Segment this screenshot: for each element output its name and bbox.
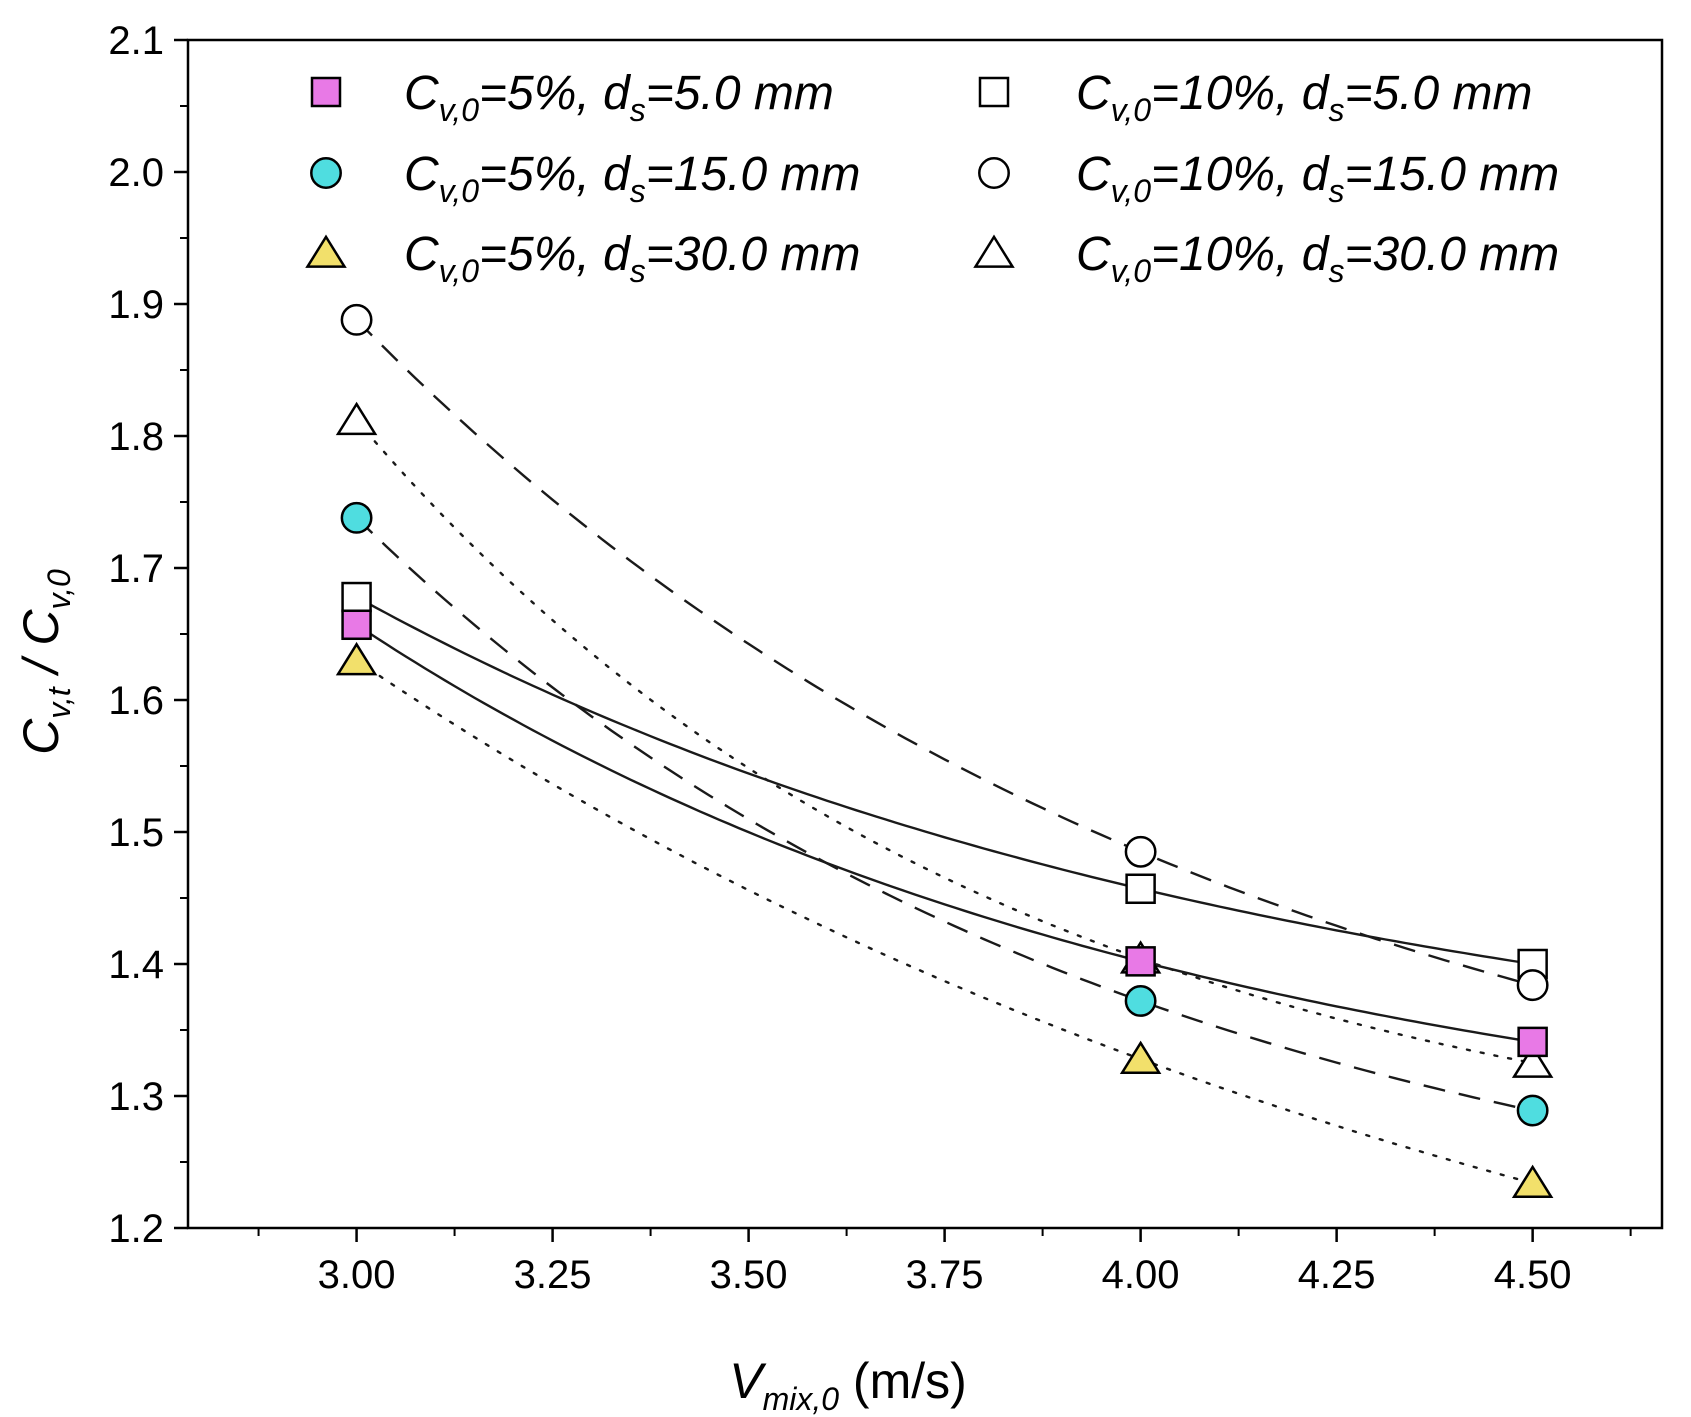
x-axis-title: Vmix,0 (m/s): [729, 1353, 967, 1417]
legend-label-part-tail: =5.0 mm: [646, 67, 834, 120]
legend-label-part-mid: =5%, d: [479, 67, 631, 120]
y-axis-title-den-sub: v,0: [41, 569, 77, 610]
legend-marker-series-1: [310, 76, 342, 108]
y-axis-title: Cv,t / Cv,0: [13, 569, 77, 755]
y-tick-label: 2.0: [108, 151, 164, 195]
x-axis-title-main: V: [729, 1353, 767, 1409]
legend-label-part-c: C: [404, 67, 439, 120]
legend-label-part-c: C: [404, 228, 439, 281]
legend-label-part-mid: =10%, d: [1151, 67, 1330, 120]
legend-label-part-mid: =5%, d: [479, 148, 631, 201]
legend-label-part-tail: =30.0 mm: [1344, 228, 1559, 281]
x-tick-label: 4.00: [1102, 1253, 1180, 1297]
x-axis-title-sub: mix,0: [763, 1381, 840, 1417]
legend-label-series-4: Cv,0=10%, ds=5.0 mm: [1076, 67, 1533, 128]
x-tick-label: 4.50: [1494, 1253, 1572, 1297]
legend-label-part-dsub: s: [630, 253, 646, 289]
y-axis-title-den: C: [13, 609, 69, 646]
legend-label-part-c: C: [1076, 148, 1111, 201]
legend-label-part-tail: =15.0 mm: [646, 148, 861, 201]
legend-label-part-mid: =5%, d: [479, 228, 631, 281]
legend-label-part-csub: v,0: [439, 173, 480, 209]
legend-label-series-2: Cv,0=5%, ds=15.0 mm: [404, 148, 861, 209]
x-axis-title-unit: (m/s): [839, 1353, 967, 1409]
y-tick-label: 1.5: [108, 811, 164, 855]
legend-label-series-6: Cv,0=10%, ds=30.0 mm: [1076, 228, 1559, 289]
legend-marker-series-5: [978, 157, 1010, 189]
x-tick-label: 3.50: [710, 1253, 788, 1297]
data-point-series-5: [340, 303, 373, 336]
data-point-series-2: [340, 501, 373, 534]
legend-label-part-mid: =10%, d: [1151, 148, 1330, 201]
data-point-series-1: [341, 609, 372, 641]
legend-marker-series-6: [973, 234, 1015, 268]
y-tick-label: 1.2: [108, 1207, 164, 1251]
fit-curve-series-3: [355, 659, 1534, 1185]
data-point-series-1: [1517, 1026, 1548, 1058]
legend-marker-series-4: [978, 76, 1010, 108]
legend-label-series-1: Cv,0=5%, ds=5.0 mm: [404, 67, 834, 128]
y-axis-title-sep: /: [13, 646, 69, 688]
fit-curves: [355, 318, 1534, 1185]
y-tick-label: 1.6: [108, 679, 164, 723]
legend-label-part-csub: v,0: [1111, 92, 1152, 128]
y-tick-label: 1.7: [108, 547, 164, 591]
legend-label-part-tail: =5.0 mm: [1344, 67, 1532, 120]
legend-label-part-tail: =15.0 mm: [1344, 148, 1559, 201]
legend-label-part-csub: v,0: [439, 92, 480, 128]
fit-curve-series-1: [355, 623, 1533, 1044]
data-point-series-3: [1511, 1164, 1554, 1199]
data-point-series-2: [1516, 1094, 1549, 1127]
legend-label-part-c: C: [1076, 228, 1111, 281]
legend-label-part-dsub: s: [1328, 173, 1344, 209]
y-axis-title-num: C: [13, 718, 69, 755]
data-points: [335, 303, 1554, 1199]
data-point-series-4: [341, 581, 372, 613]
legend-marker-series-2: [310, 157, 342, 189]
legend-label-part-dsub: s: [630, 92, 646, 128]
x-tick-label: 3.00: [318, 1253, 396, 1297]
legend-label-part-csub: v,0: [439, 253, 480, 289]
fit-curve-series-4: [356, 595, 1533, 966]
y-tick-label: 2.1: [108, 19, 164, 63]
y-axis-title-num-sub: v,t: [41, 686, 77, 719]
y-tick-label: 1.8: [108, 415, 164, 459]
data-point-series-1: [1125, 946, 1156, 977]
x-tick-label: 3.75: [906, 1253, 984, 1297]
legend-label-part-csub: v,0: [1111, 253, 1152, 289]
legend-label-part-dsub: s: [1328, 253, 1344, 289]
x-tick-label: 3.25: [514, 1253, 592, 1297]
axis-ticks: 1.2 1.3 1.4 1.5 1.6 1.7 1.8 1.9 2.0 2.1 3.00 3.25 3.…: [108, 19, 1632, 1297]
data-point-series-6: [1511, 1044, 1554, 1078]
legend-label-series-3: Cv,0=5%, ds=30.0 mm: [404, 228, 861, 289]
fit-curve-series-5: [355, 318, 1533, 987]
x-tick-label: 4.25: [1298, 1253, 1376, 1297]
legend-marker-series-3: [305, 234, 347, 268]
data-point-series-4: [1125, 873, 1156, 905]
legend-label-part-mid: =10%, d: [1151, 228, 1330, 281]
fit-curve-series-2: [355, 516, 1533, 1112]
legend-label-part-dsub: s: [630, 173, 646, 209]
data-point-series-2: [1124, 985, 1157, 1017]
legend-label-part-dsub: s: [1328, 92, 1344, 128]
y-tick-label: 1.4: [108, 943, 164, 987]
fit-curve-series-6: [355, 419, 1534, 1065]
data-point-series-3: [1119, 1040, 1162, 1074]
legend-label-part-c: C: [1076, 67, 1111, 120]
data-point-series-3: [335, 641, 378, 676]
data-point-series-6: [335, 401, 378, 436]
y-tick-label: 1.3: [108, 1075, 164, 1119]
legend-label-part-tail: =30.0 mm: [646, 228, 861, 281]
data-point-series-5: [1516, 969, 1549, 1002]
y-tick-label: 1.9: [108, 283, 164, 327]
data-point-series-5: [1124, 835, 1157, 868]
legend-label-part-csub: v,0: [1111, 173, 1152, 209]
legend-label-series-5: Cv,0=10%, ds=15.0 mm: [1076, 148, 1559, 209]
legend-label-part-c: C: [404, 148, 439, 201]
